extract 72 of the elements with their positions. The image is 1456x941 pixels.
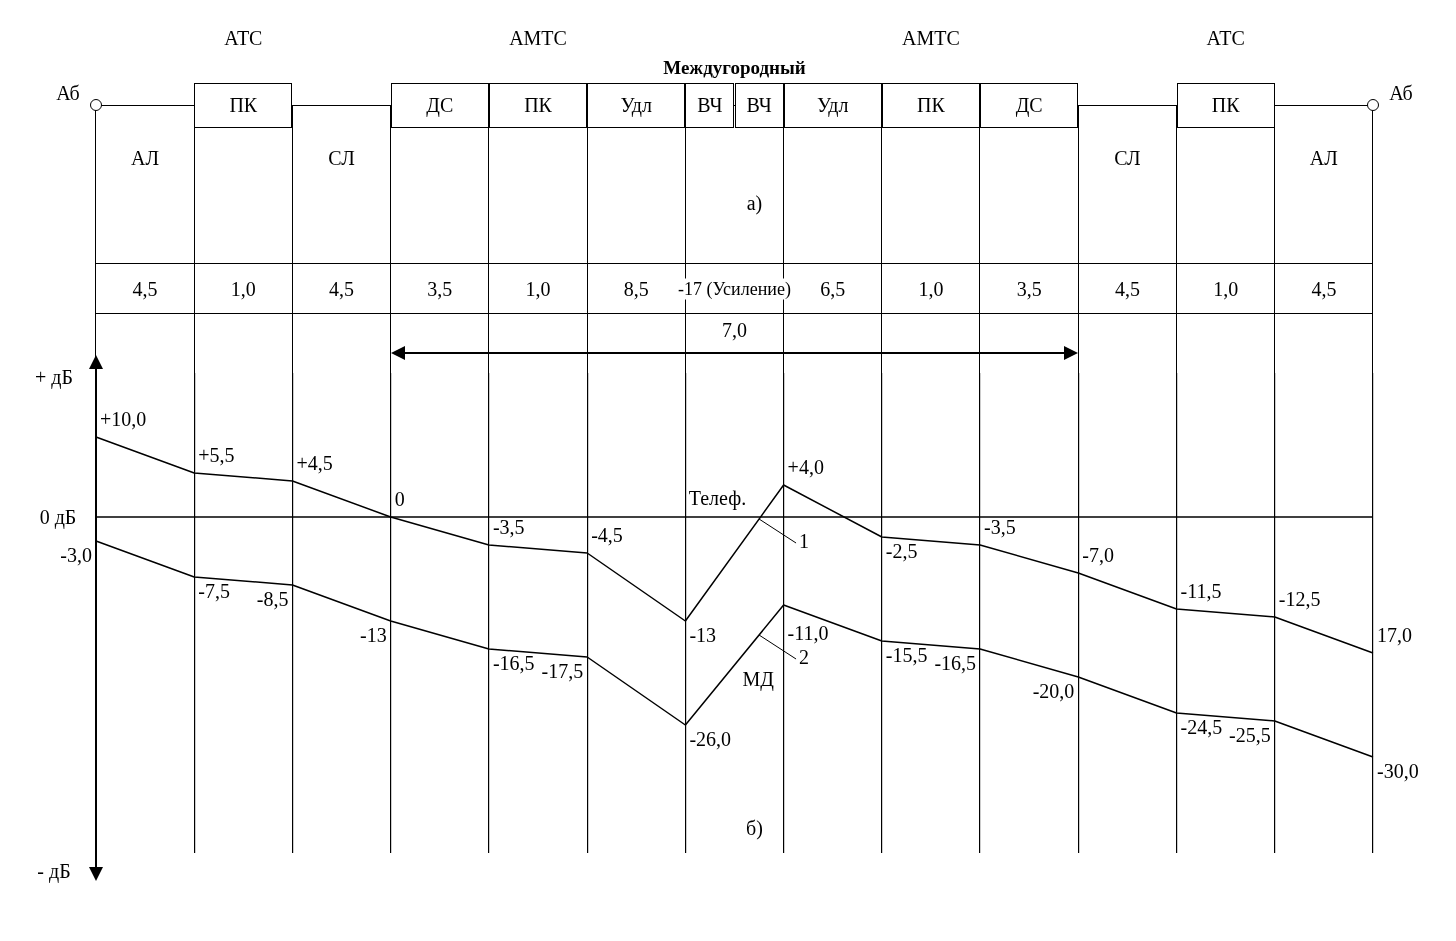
text: АМТС bbox=[902, 26, 960, 50]
text: 3,5 bbox=[1012, 277, 1046, 301]
data-label: -7,0 bbox=[1082, 544, 1114, 567]
schematic-block: ВЧ bbox=[685, 83, 735, 128]
text: 1,0 bbox=[521, 277, 555, 301]
data-label: -17,5 bbox=[541, 660, 584, 683]
schematic-block: ДС bbox=[390, 83, 489, 128]
schematic-block: ПК bbox=[194, 83, 293, 128]
text: Аб bbox=[1389, 81, 1413, 105]
text: Междугородный bbox=[663, 57, 806, 79]
annotation: 1 bbox=[799, 530, 810, 553]
data-label: -11,0 bbox=[787, 622, 829, 645]
data-label: -8,5 bbox=[256, 588, 289, 611]
text: - дБ bbox=[37, 859, 71, 883]
annotation: 2 bbox=[799, 646, 810, 669]
data-label: -2,5 bbox=[885, 540, 918, 563]
data-label: -7,5 bbox=[198, 580, 230, 603]
text: а) bbox=[746, 191, 763, 215]
data-label: -3,0 bbox=[60, 544, 93, 567]
text: 8,5 bbox=[619, 277, 653, 301]
text: 4,5 bbox=[325, 277, 359, 301]
schematic-block: Удл bbox=[587, 83, 686, 128]
text: СЛ bbox=[328, 146, 355, 170]
text: 3,5 bbox=[423, 277, 457, 301]
text: 1,0 bbox=[1209, 277, 1243, 301]
text: 1,0 bbox=[914, 277, 948, 301]
data-label: -15,5 bbox=[885, 644, 928, 667]
data-label: +5,5 bbox=[198, 444, 235, 467]
text: АЛ bbox=[131, 146, 160, 170]
data-label: 0 bbox=[394, 488, 405, 511]
text: -17 (Усиление) bbox=[674, 278, 795, 300]
text: 4,5 bbox=[1110, 277, 1144, 301]
data-label: -26,0 bbox=[689, 728, 732, 751]
text: 7,0 bbox=[718, 318, 751, 342]
series-label: Телеф. bbox=[688, 487, 747, 511]
text: 4,5 bbox=[128, 277, 162, 301]
data-label: +4,5 bbox=[296, 452, 333, 475]
data-label: -16,5 bbox=[934, 652, 977, 675]
text: б) bbox=[746, 816, 763, 840]
text: АТС bbox=[224, 26, 263, 50]
data-label: -12,5 bbox=[1278, 588, 1321, 611]
data-label: -13 bbox=[689, 624, 717, 647]
data-label: +4,0 bbox=[787, 456, 824, 479]
schematic-block: ПК bbox=[881, 83, 981, 128]
data-label: +10,0 bbox=[100, 408, 147, 431]
data-label: -3,5 bbox=[492, 516, 525, 539]
data-label: -13 bbox=[360, 624, 387, 647]
text: СЛ bbox=[1114, 146, 1141, 170]
data-label: -30,0 bbox=[1377, 760, 1419, 783]
schematic-block: ПК bbox=[1176, 83, 1275, 128]
text: АТС bbox=[1206, 26, 1245, 50]
text: 1,0 bbox=[226, 277, 260, 301]
text: 0 дБ bbox=[39, 505, 77, 529]
data-label: -24,5 bbox=[1180, 716, 1223, 739]
legend-label: МД bbox=[742, 668, 775, 692]
text: + дБ bbox=[35, 365, 73, 389]
schematic-block: ПК bbox=[488, 83, 588, 128]
text: Аб bbox=[56, 81, 80, 105]
schematic-block: ДС bbox=[980, 83, 1079, 128]
data-label: -3,5 bbox=[984, 516, 1016, 539]
text: 4,5 bbox=[1307, 277, 1341, 301]
text: 17,0 bbox=[1377, 624, 1412, 647]
schematic-block: ВЧ bbox=[734, 83, 784, 128]
data-label: -11,5 bbox=[1180, 580, 1222, 603]
text: 6,5 bbox=[816, 277, 850, 301]
text: АЛ bbox=[1309, 146, 1338, 170]
schematic-block: Удл bbox=[783, 83, 882, 128]
data-label: -16,5 bbox=[492, 652, 535, 675]
data-label: -4,5 bbox=[591, 524, 623, 547]
data-label: -20,0 bbox=[1032, 680, 1075, 703]
text: АМТС bbox=[509, 26, 567, 50]
data-label: -25,5 bbox=[1229, 724, 1271, 747]
